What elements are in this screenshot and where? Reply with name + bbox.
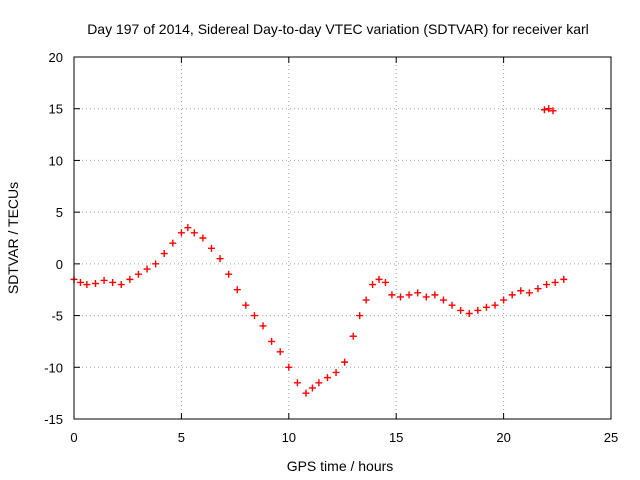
data-series — [70, 105, 568, 397]
data-point — [375, 275, 383, 283]
data-point — [199, 234, 207, 242]
data-point — [250, 312, 258, 320]
data-point — [465, 310, 473, 318]
data-point — [448, 301, 456, 309]
data-point — [439, 296, 447, 304]
data-point — [349, 332, 357, 340]
data-point — [109, 278, 117, 286]
data-point — [315, 379, 323, 387]
data-point — [500, 296, 508, 304]
data-point — [517, 287, 525, 295]
data-point — [160, 250, 168, 258]
series-sdtvar-outliers — [540, 105, 557, 115]
data-point — [100, 276, 108, 284]
data-point — [83, 281, 91, 289]
data-point — [362, 296, 370, 304]
data-point — [543, 281, 551, 289]
x-tick-label: 25 — [604, 430, 618, 445]
data-point — [431, 291, 439, 299]
data-point — [216, 255, 224, 263]
data-point — [276, 348, 284, 356]
data-point — [207, 244, 215, 252]
data-point — [134, 270, 142, 278]
data-point — [369, 281, 377, 289]
data-point — [551, 278, 559, 286]
data-point — [308, 384, 316, 392]
data-point — [560, 275, 568, 283]
data-point — [414, 289, 422, 297]
data-point — [76, 278, 84, 286]
x-tick-label: 15 — [389, 430, 403, 445]
data-point — [268, 337, 276, 345]
y-tick-label: -10 — [44, 360, 63, 375]
data-point — [184, 224, 192, 232]
data-point — [323, 374, 331, 382]
data-point — [302, 389, 310, 397]
x-tick-label: 10 — [282, 430, 296, 445]
x-tick-label: 5 — [178, 430, 185, 445]
series-sdtvar — [70, 224, 568, 397]
data-point — [117, 281, 125, 289]
x-tick-label: 0 — [70, 430, 77, 445]
data-point — [169, 239, 177, 247]
x-tick-label: 20 — [496, 430, 510, 445]
data-point — [396, 293, 404, 301]
y-tick-label: 20 — [49, 50, 63, 65]
y-tick-label: 0 — [56, 257, 63, 272]
data-point — [152, 260, 160, 268]
data-point — [525, 289, 533, 297]
data-point — [457, 306, 465, 314]
y-tick-label: 15 — [49, 102, 63, 117]
chart-title: Day 197 of 2014, Sidereal Day-to-day VTE… — [87, 21, 589, 37]
data-point — [259, 322, 267, 330]
plot-frame — [73, 56, 612, 420]
data-point — [405, 291, 413, 299]
y-tick-label: -15 — [44, 412, 63, 427]
data-point — [381, 278, 389, 286]
data-point — [482, 303, 490, 311]
data-point — [225, 270, 233, 278]
axis-ticks: 0 5 10 15 20 25 -15 -10 -5 0 5 10 15 20 — [44, 50, 618, 445]
data-point — [422, 293, 430, 301]
data-point — [545, 105, 553, 113]
data-point — [341, 358, 349, 366]
data-point — [540, 106, 548, 114]
x-axis-label: GPS time / hours — [287, 458, 394, 474]
data-point — [190, 229, 198, 237]
grid — [74, 57, 611, 419]
data-point — [177, 229, 185, 237]
data-point — [508, 291, 516, 299]
data-point — [356, 312, 364, 320]
y-tick-label: -5 — [51, 309, 63, 324]
data-point — [233, 286, 241, 294]
data-point — [285, 363, 293, 371]
data-point — [388, 291, 396, 299]
y-tick-label: 10 — [49, 153, 63, 168]
data-point — [332, 368, 340, 376]
data-point — [91, 280, 99, 288]
data-point — [491, 301, 499, 309]
data-point — [293, 379, 301, 387]
data-point — [474, 306, 482, 314]
data-point — [534, 285, 542, 293]
data-point — [126, 275, 134, 283]
data-point — [242, 301, 250, 309]
y-tick-label: 5 — [56, 205, 63, 220]
data-point — [549, 107, 557, 115]
y-axis-label: SDTVAR / TECUs — [5, 182, 21, 294]
data-point — [143, 265, 151, 273]
